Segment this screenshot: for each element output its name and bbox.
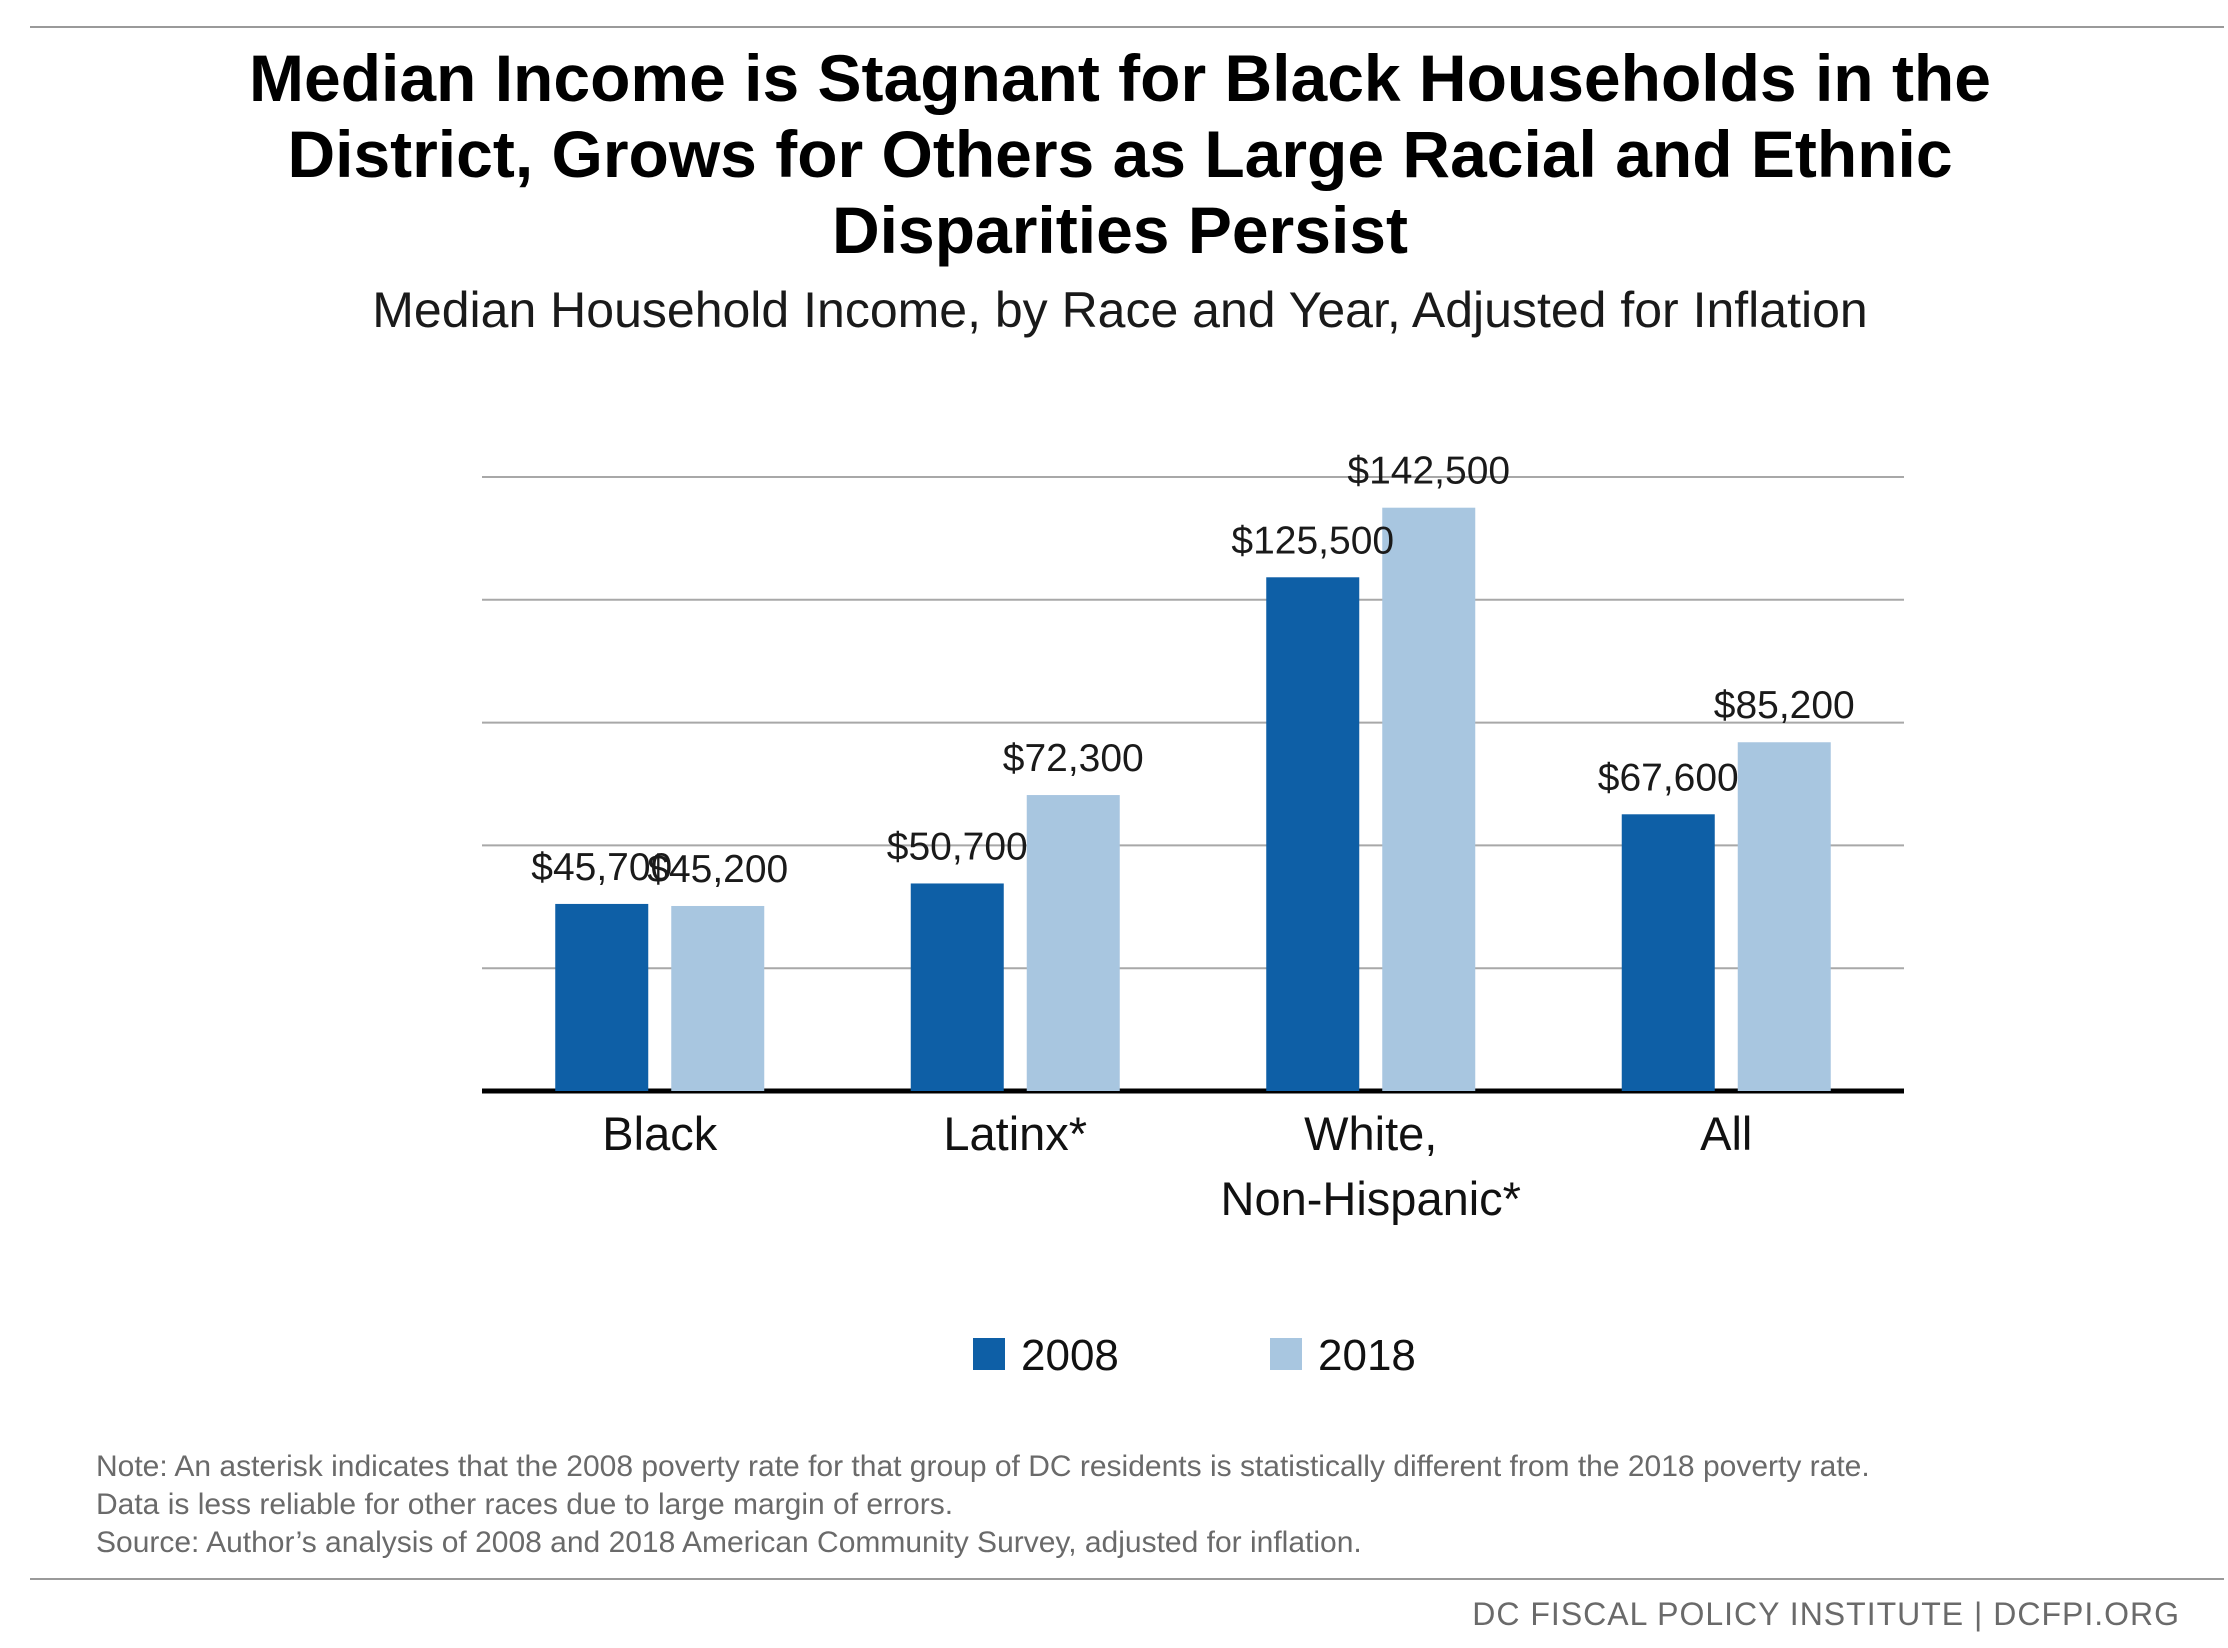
bar-2008-3 <box>1621 814 1715 1091</box>
bottom-divider <box>30 1578 2224 1580</box>
bar-2018-0 <box>671 905 765 1091</box>
category-label: All <box>1700 1107 1752 1160</box>
category-label: Non-Hispanic* <box>1221 1172 1521 1225</box>
data-labels: $45,700$45,200 $50,700 $72,300 $125,500 $142… <box>531 450 1854 891</box>
data-label: $85,200 <box>1714 684 1855 727</box>
bar-2018-1 <box>1026 795 1120 1091</box>
chart-title-line: Disparities Persist <box>832 193 1408 267</box>
note-line: Note: An asterisk indicates that the 200… <box>96 1450 1870 1483</box>
footer-credit: DC FISCAL POLICY INSTITUTE | DCFPI.ORG <box>1472 1596 2180 1632</box>
bar-2008-2 <box>1266 577 1360 1091</box>
data-label: $125,500 <box>1231 519 1394 562</box>
chart-title: Median Income is Stagnant for Black Hous… <box>120 40 2120 268</box>
category-labels: Black Latinx* White, Non-Hispanic* All <box>602 1107 1752 1225</box>
legend: 2008 2018 <box>973 1331 1416 1380</box>
bars <box>555 507 1831 1091</box>
top-divider <box>30 26 2224 28</box>
bar-2008-0 <box>555 903 649 1091</box>
notes: Note: An asterisk indicates that the 200… <box>96 1448 1870 1562</box>
data-label: $50,700 <box>887 825 1028 868</box>
legend-label: 2008 <box>1021 1331 1119 1380</box>
bar-2018-3 <box>1737 742 1831 1091</box>
legend-swatch-2008 <box>973 1338 1005 1370</box>
legend-label: 2018 <box>1318 1331 1416 1380</box>
chart-title-line: District, Grows for Others as Large Raci… <box>287 117 1953 191</box>
data-label: $72,300 <box>1003 737 1144 780</box>
chart-subtitle: Median Household Income, by Race and Yea… <box>372 282 1868 338</box>
bar-chart: $45,700$45,200 $50,700 $72,300 $125,500 $142… <box>482 450 1904 1380</box>
note-line: Data is less reliable for other races du… <box>96 1488 954 1521</box>
source-line: Source: Author’s analysis of 2008 and 20… <box>96 1526 1362 1559</box>
bar-2018-2 <box>1382 507 1476 1091</box>
category-label: White, <box>1304 1107 1437 1160</box>
data-label: $67,600 <box>1598 756 1739 799</box>
data-label: $45,200 <box>647 848 788 891</box>
category-label: Latinx* <box>943 1107 1087 1160</box>
legend-swatch-2018 <box>1270 1338 1302 1370</box>
category-label: Black <box>602 1107 717 1160</box>
bar-2008-1 <box>910 883 1004 1091</box>
chart-title-line: Median Income is Stagnant for Black Hous… <box>249 41 1991 115</box>
data-label: $45,700 <box>531 846 672 889</box>
data-label: $142,500 <box>1347 450 1510 493</box>
